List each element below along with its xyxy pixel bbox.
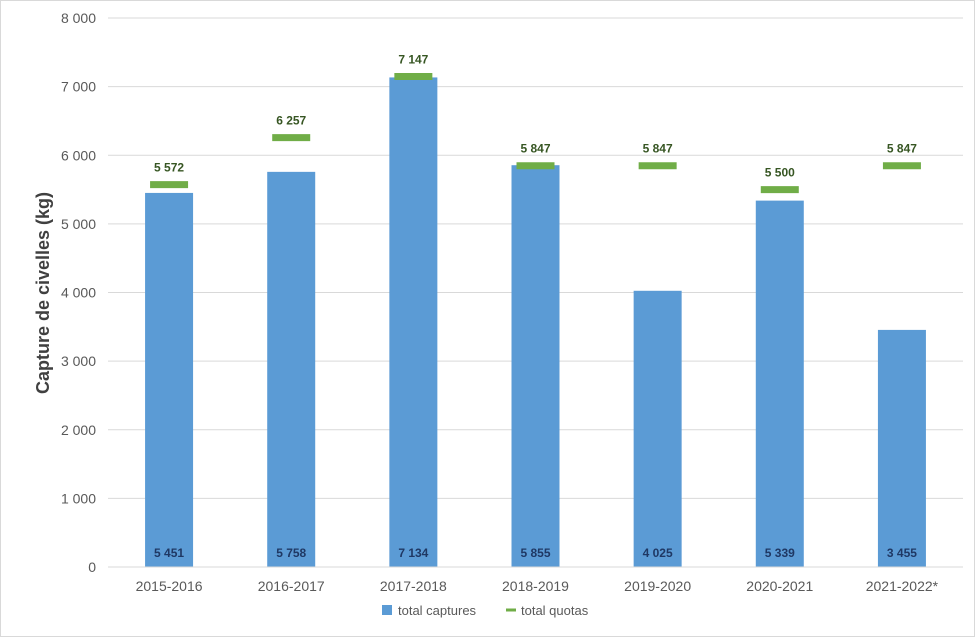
y-tick-label: 8 000 (61, 10, 96, 26)
y-tick-label: 6 000 (61, 147, 96, 163)
bar-value-label: 3 455 (887, 546, 917, 560)
y-tick-label: 4 000 (61, 285, 96, 301)
legend-swatch-total-captures (382, 605, 392, 615)
bar-total-captures (511, 165, 560, 567)
bar-value-label: 5 339 (765, 546, 795, 560)
y-axis-title: Capture de civelles (kg) (33, 192, 53, 394)
bar-total-captures (267, 171, 316, 568)
bar-total-captures (877, 329, 926, 567)
bar-value-label: 5 855 (520, 546, 550, 560)
y-tick-label: 5 000 (61, 216, 96, 232)
data-labels: 5 451 5 572 5 758 6 257 7 134 7 147 5 855 5 847… (154, 53, 917, 560)
bar-total-captures (755, 200, 804, 567)
bar-total-captures (389, 77, 438, 567)
legend-label-total-captures: total captures (398, 603, 477, 618)
quota-value-label: 5 847 (643, 142, 673, 156)
bar-value-label: 4 025 (643, 546, 673, 560)
bars (145, 77, 926, 568)
x-tick-label: 2017-2018 (380, 578, 447, 594)
bar-value-label: 5 451 (154, 546, 184, 560)
axes: 0 1 000 2 000 3 000 4 000 5 000 6 000 7 000 8 00… (61, 10, 963, 594)
x-tick-label: 2016-2017 (258, 578, 325, 594)
y-tick-label: 3 000 (61, 353, 96, 369)
quota-value-label: 5 572 (154, 161, 184, 175)
x-tick-label: 2019-2020 (624, 578, 691, 594)
bar-value-label: 7 134 (398, 546, 428, 560)
y-tick-label: 2 000 (61, 422, 96, 438)
y-tick-label: 0 (88, 559, 96, 575)
y-tick-label: 1 000 (61, 490, 96, 506)
quota-value-label: 5 847 (520, 142, 550, 156)
quota-value-label: 5 500 (765, 166, 795, 180)
quota-value-label: 5 847 (887, 142, 917, 156)
legend-label-total-quotas: total quotas (521, 603, 589, 618)
quota-markers (150, 73, 921, 194)
x-tick-label: 2021-2022* (866, 578, 939, 594)
bar-value-label: 5 758 (276, 546, 306, 560)
y-tick-label: 7 000 (61, 79, 96, 95)
x-tick-label: 2015-2016 (136, 578, 203, 594)
bar-total-captures (145, 192, 194, 568)
legend: total captures total quotas (382, 603, 589, 618)
quota-value-label: 7 147 (398, 53, 428, 67)
x-tick-label: 2018-2019 (502, 578, 569, 594)
quota-value-label: 6 257 (276, 114, 306, 128)
x-tick-label: 2020-2021 (746, 578, 813, 594)
bar-total-captures (633, 290, 682, 567)
